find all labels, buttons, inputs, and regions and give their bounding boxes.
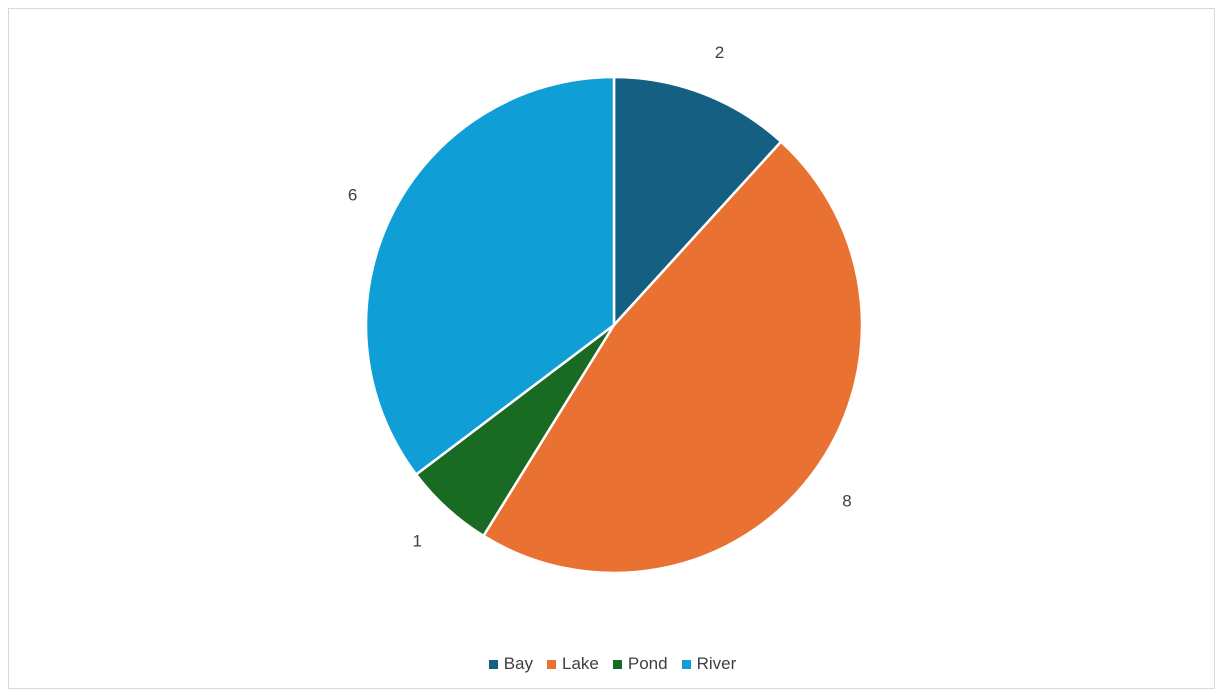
legend-swatch-river: [681, 659, 691, 669]
data-label-pond: 1: [413, 531, 422, 550]
data-label-river: 6: [348, 185, 357, 204]
pie-slice-lake[interactable]: [482, 140, 864, 575]
legend-item-lake[interactable]: Lake: [547, 654, 599, 674]
legend: Bay Lake Pond River: [0, 654, 1225, 674]
legend-swatch-pond: [612, 659, 622, 669]
legend-item-river[interactable]: River: [681, 654, 737, 674]
pie-slice-bay[interactable]: [612, 75, 783, 327]
pie-slices: [364, 75, 864, 575]
legend-label-lake: Lake: [562, 654, 599, 673]
data-label-lake: 8: [842, 491, 851, 510]
pie-slice-river[interactable]: [364, 75, 616, 476]
legend-item-pond[interactable]: Pond: [612, 654, 668, 674]
legend-swatch-lake: [547, 659, 557, 669]
data-label-bay: 2: [715, 43, 724, 62]
legend-label-bay: Bay: [503, 654, 534, 673]
pie-data-labels: 2 8 1 6: [348, 43, 852, 550]
legend-item-bay[interactable]: Bay: [488, 654, 534, 674]
legend-label-pond: Pond: [627, 654, 668, 673]
legend-label-river: River: [696, 654, 737, 673]
legend-swatch-bay: [488, 659, 498, 669]
